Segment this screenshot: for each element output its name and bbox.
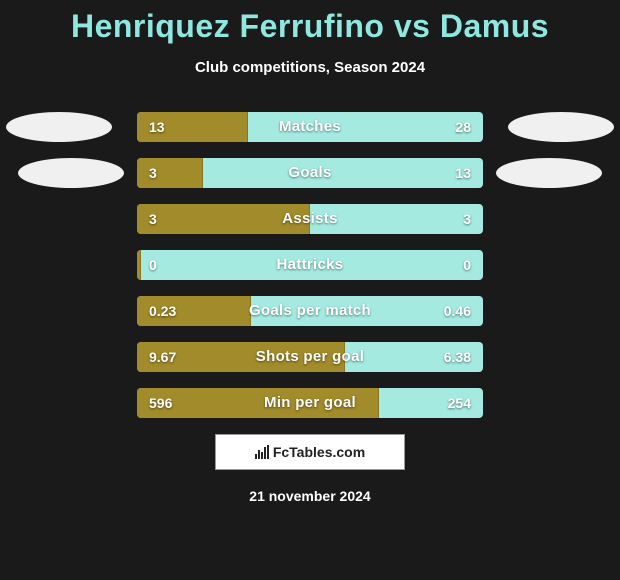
stat-row: 0.23 Goals per match 0.46: [137, 296, 483, 326]
stat-right-value: 28: [455, 112, 471, 142]
stat-label: Assists: [137, 204, 483, 234]
player-left-avatar-secondary: [18, 158, 124, 188]
stat-row: 596 Min per goal 254: [137, 388, 483, 418]
stat-row: 0 Hattricks 0: [137, 250, 483, 280]
stat-right-value: 0: [463, 250, 471, 280]
branding-text: FcTables.com: [273, 444, 365, 460]
comparison-card: Henriquez Ferrufino vs Damus Club compet…: [0, 0, 620, 580]
stat-right-value: 0.46: [444, 296, 471, 326]
stat-row: 3 Assists 3: [137, 204, 483, 234]
player-right-avatar-secondary: [496, 158, 602, 188]
chart-area: 13 Matches 28 3 Goals 13 3 Assists 3 0 H…: [0, 112, 620, 418]
stat-label: Goals per match: [137, 296, 483, 326]
branding-badge: FcTables.com: [215, 434, 405, 470]
stat-label: Matches: [137, 112, 483, 142]
stat-right-value: 254: [448, 388, 471, 418]
bar-chart-icon: [255, 445, 269, 459]
stat-right-value: 3: [463, 204, 471, 234]
player-right-avatar-primary: [508, 112, 614, 142]
stat-right-value: 13: [455, 158, 471, 188]
stat-row: 13 Matches 28: [137, 112, 483, 142]
stat-label: Goals: [137, 158, 483, 188]
stat-label: Min per goal: [137, 388, 483, 418]
stat-row: 9.67 Shots per goal 6.38: [137, 342, 483, 372]
stat-row: 3 Goals 13: [137, 158, 483, 188]
stat-right-value: 6.38: [444, 342, 471, 372]
stat-label: Hattricks: [137, 250, 483, 280]
generated-date: 21 november 2024: [0, 488, 620, 504]
stat-label: Shots per goal: [137, 342, 483, 372]
page-title: Henriquez Ferrufino vs Damus: [0, 0, 620, 45]
subtitle: Club competitions, Season 2024: [0, 59, 620, 76]
player-left-avatar-primary: [6, 112, 112, 142]
stat-bars: 13 Matches 28 3 Goals 13 3 Assists 3 0 H…: [137, 112, 483, 418]
